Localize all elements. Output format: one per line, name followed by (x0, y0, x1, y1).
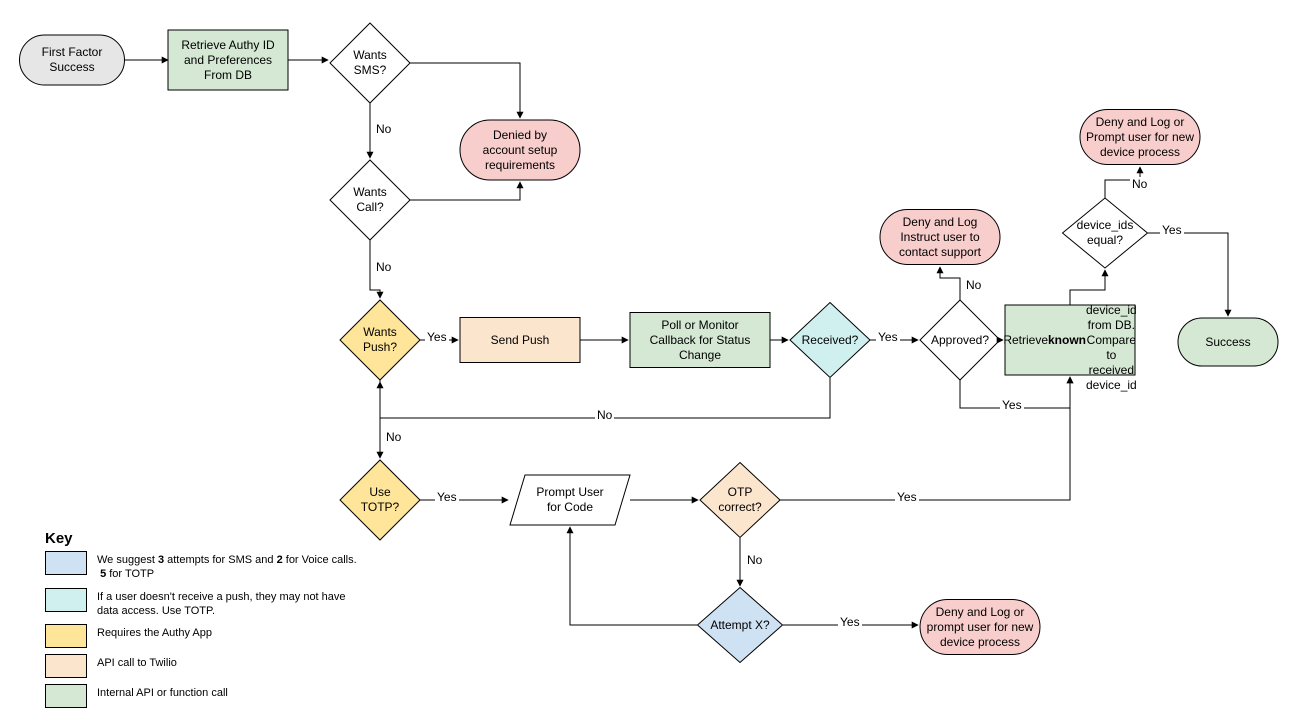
node-success (1178, 318, 1278, 366)
legend-swatch (45, 654, 87, 678)
node-device_ids (1063, 198, 1148, 268)
node-wants_call (330, 160, 410, 240)
legend-text: Requires the Authy App (97, 624, 212, 640)
node-prompt_code (510, 475, 630, 525)
legend-row: Internal API or function call (45, 684, 365, 708)
edge (1070, 270, 1105, 305)
edge (370, 240, 380, 298)
node-deny_newdev2 (920, 600, 1040, 655)
node-deny_support (880, 210, 1000, 265)
node-wants_push (340, 300, 420, 380)
node-retrieve_authy (168, 30, 288, 90)
legend-key: Key We suggest 3 attempts for SMS and 2 … (45, 530, 365, 714)
node-attempt_x (698, 588, 783, 663)
legend-text: Internal API or function call (97, 684, 228, 700)
node-denied_setup (460, 120, 580, 180)
legend-text: We suggest 3 attempts for SMS and 2 for … (97, 551, 365, 582)
node-poll_monitor (630, 313, 770, 368)
edge (960, 377, 1070, 408)
legend-row: API call to Twilio (45, 654, 365, 678)
edge (940, 267, 960, 300)
edge (410, 63, 520, 118)
edge (1148, 233, 1228, 316)
legend-title: Key (45, 530, 365, 547)
node-wants_sms (330, 23, 410, 103)
node-first_factor (20, 35, 125, 85)
node-deny_newdev (1080, 110, 1200, 165)
node-send_push (460, 318, 580, 363)
legend-swatch (45, 684, 87, 708)
edge (1105, 167, 1140, 198)
legend-row: Requires the Authy App (45, 624, 365, 648)
legend-text: API call to Twilio (97, 654, 177, 670)
node-otp_correct (700, 463, 780, 538)
edge (410, 182, 520, 200)
node-received (790, 303, 870, 378)
legend-row: If a user doesn't receive a push, they m… (45, 588, 365, 619)
legend-text: If a user doesn't receive a push, they m… (97, 588, 365, 619)
edge (380, 378, 830, 418)
node-use_totp (340, 460, 420, 540)
legend-swatch (45, 588, 87, 612)
edge (780, 377, 1070, 500)
node-approved (920, 300, 1000, 380)
edge (570, 527, 697, 625)
legend-swatch (45, 624, 87, 648)
legend-row: We suggest 3 attempts for SMS and 2 for … (45, 551, 365, 582)
legend-swatch (45, 551, 87, 575)
node-retrieve_known (1005, 305, 1135, 375)
